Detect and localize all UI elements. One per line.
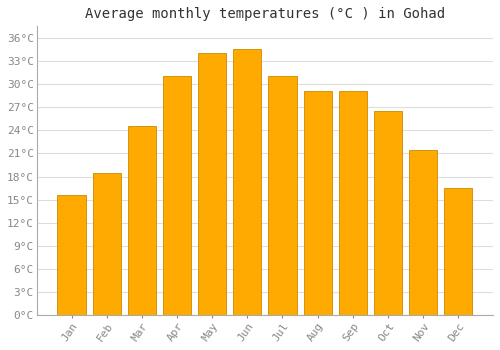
Bar [92,173,120,315]
Bar [409,149,437,315]
Bar [444,188,472,315]
Bar [58,195,86,315]
Bar [198,53,226,315]
Title: Average monthly temperatures (°C ) in Gohad: Average monthly temperatures (°C ) in Go… [85,7,445,21]
Bar [338,91,367,315]
Bar [374,111,402,315]
Bar [268,76,296,315]
Bar [304,91,332,315]
Bar [128,126,156,315]
Bar [163,76,191,315]
Bar [233,49,262,315]
